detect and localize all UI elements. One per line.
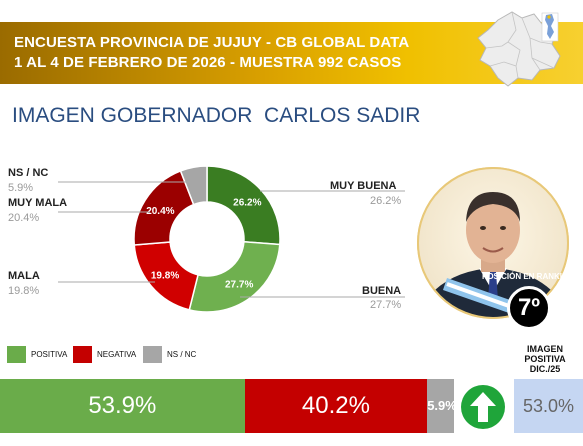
bar-nsnc-value-label: 5.9% [427, 398, 457, 413]
pct-mala: 19.8% [8, 285, 40, 297]
legend-label-negativa: NEGATIVA [97, 350, 137, 359]
legend-label-positiva: POSITIVA [31, 350, 68, 359]
header-title-line2: 1 AL 4 DE FEBRERO DE 2026 - MUESTRA 992 … [14, 54, 402, 71]
bar-positiva-value-label: 53.9% [88, 392, 157, 419]
bar-nsnc: 5.9% [427, 379, 457, 433]
slice-muy-mala [133, 169, 195, 246]
pct-buena: 27.7% [370, 299, 402, 311]
ranking-label: POSICIÓN EN RANKING [482, 272, 575, 281]
label-buena: BUENA [362, 285, 402, 297]
slice-buena [188, 240, 281, 313]
pct-muy-mala: 20.4% [8, 212, 40, 224]
legend-swatch-negativa [73, 346, 92, 363]
pct-muy-buena: 26.2% [370, 195, 402, 207]
bar-positiva: 53.9% [0, 379, 245, 433]
label-muy-buena: MUY BUENA [330, 180, 397, 192]
bar-negativa-value-label: 40.2% [301, 392, 370, 419]
jujuy-province-map-icon [477, 11, 561, 87]
previous-positive-value: 53.0% [514, 379, 583, 433]
pct-nsnc: 5.9% [8, 182, 34, 194]
up-arrow-icon [461, 385, 505, 429]
slice-nsnc [179, 165, 208, 206]
legend-label-nsnc: NS / NC [167, 350, 197, 359]
label-nsnc: NS / NC [8, 167, 49, 179]
label-mala: MALA [8, 270, 40, 282]
header-title-line1: ENCUESTA PROVINCIA DE JUJUY - CB GLOBAL … [14, 34, 410, 51]
slice-mala-value-label: 19.8% [151, 271, 179, 282]
ranking-badge: 7º [507, 286, 551, 330]
legend-swatch-positiva [7, 346, 26, 363]
slice-muy-mala-value-label: 20.4% [146, 206, 174, 217]
bar-negativa: 40.2% [244, 379, 428, 433]
slice-muy-buena-value-label: 26.2% [233, 198, 261, 209]
slice-buena-value-label: 27.7% [225, 280, 253, 291]
legend-swatch-nsnc [143, 346, 162, 363]
label-muy-mala: MUY MALA [8, 197, 68, 209]
page-subtitle: IMAGEN GOBERNADOR CARLOS SADIR [12, 104, 421, 127]
slice-mala [133, 241, 199, 311]
slice-muy-buena [206, 165, 281, 246]
previous-positive-header: IMAGEN POSITIVA DIC./25 [524, 344, 566, 374]
